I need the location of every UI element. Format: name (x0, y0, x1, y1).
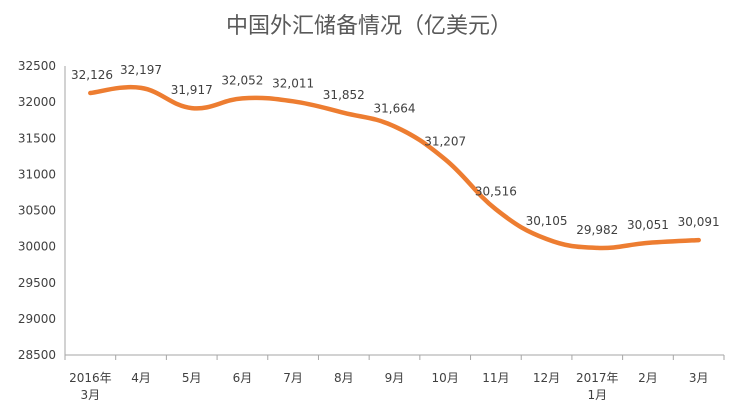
y-tick-label: 29500 (18, 276, 56, 290)
data-label: 32,197 (120, 63, 162, 77)
x-tick-label: 9月 (385, 371, 405, 385)
data-label: 32,126 (71, 68, 113, 82)
data-label: 29,982 (576, 223, 618, 237)
x-tick-label: 2017年 (576, 371, 619, 385)
x-tick-label: 8月 (334, 371, 354, 385)
data-label: 31,917 (171, 83, 213, 97)
y-tick-label: 32500 (18, 59, 56, 73)
x-tick-label: 3月 (81, 388, 101, 402)
y-tick-label: 32000 (18, 95, 56, 109)
chart-title: 中国外汇储备情况（亿美元） (226, 14, 512, 39)
x-tick-label: 1月 (587, 388, 607, 402)
y-tick-label: 28500 (18, 348, 56, 362)
x-tick-label: 3月 (689, 371, 709, 385)
x-tick-label: 4月 (131, 371, 151, 385)
data-label: 30,516 (475, 184, 517, 198)
data-label: 31,207 (424, 134, 466, 148)
x-tick-label: 11月 (482, 371, 509, 385)
x-tick-label: 12月 (533, 371, 560, 385)
y-tick-labels: 28500 29000 29500 30000 30500 31000 31500 32000… (18, 59, 56, 362)
data-label: 30,051 (627, 218, 669, 232)
y-tick-label: 30000 (18, 240, 56, 254)
data-label: 31,664 (374, 101, 416, 115)
x-tick-label: 2月 (638, 371, 658, 385)
data-label: 30,091 (678, 215, 720, 229)
x-tick-label: 5月 (182, 371, 202, 385)
data-label: 30,105 (526, 214, 568, 228)
series-line (88, 84, 701, 251)
y-tick-label: 29000 (18, 312, 56, 326)
data-label: 31,852 (323, 88, 365, 102)
data-label: 32,052 (221, 73, 263, 87)
x-tick-label: 10月 (432, 371, 459, 385)
x-tick-label: 6月 (233, 371, 253, 385)
y-tick-label: 31000 (18, 167, 56, 181)
x-tick-label: 7月 (283, 371, 303, 385)
y-tick-label: 30500 (18, 204, 56, 218)
x-tick-labels: 2016年 3月 4月 5月 6月 7月 8月 9月 10月 11月 12月 2017年 1月 2月 3月 (64, 355, 725, 402)
data-labels: 32,126 32,197 31,917 32,052 32,011 31,852 31,6… (71, 63, 720, 237)
data-label: 32,011 (272, 76, 314, 90)
y-tick-label: 31500 (18, 131, 56, 145)
x-tick-label: 2016年 (69, 371, 112, 385)
